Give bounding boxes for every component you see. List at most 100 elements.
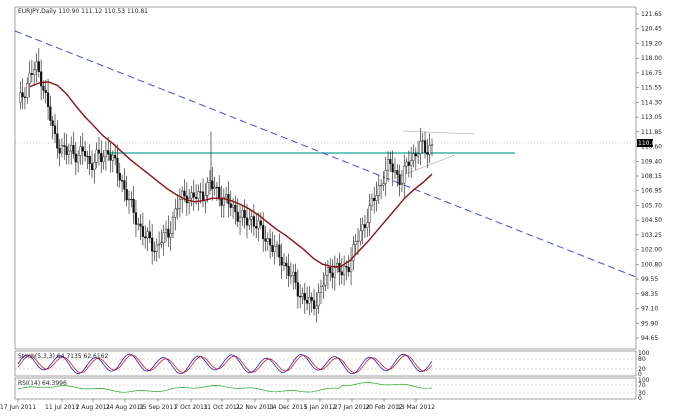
y-tick-label: 108.15 [641, 173, 662, 180]
candle-body [192, 192, 195, 198]
y-tick-label: 116.75 [641, 70, 662, 77]
candle-body [384, 169, 387, 184]
y-tick-label: 103.25 [641, 232, 662, 239]
x-tick-label: 13 Mar 2012 [397, 404, 435, 411]
candle-body [33, 69, 36, 75]
candle-body [229, 203, 232, 208]
x-tick-label: 17 Jun 2011 [0, 404, 36, 411]
candle-body [215, 186, 219, 189]
candle-body [28, 73, 31, 84]
candle-body [292, 271, 295, 276]
x-tick-label: 2 Aug 2011 [76, 404, 111, 411]
rsi-tick-70: 70 [638, 382, 646, 389]
candle-body [386, 159, 390, 171]
candle-body [266, 238, 269, 242]
candle-body [275, 244, 279, 247]
candle-body [306, 299, 309, 304]
candle-body [171, 217, 175, 234]
candle-body [197, 191, 200, 199]
candle-body [349, 260, 353, 273]
candle-body [174, 208, 177, 218]
candle-body [382, 183, 385, 186]
candle-body [123, 180, 126, 190]
y-tick-label: 115.55 [641, 85, 662, 92]
candle-body [319, 286, 323, 293]
candle-body [245, 217, 249, 226]
chart-title: EURJPY,Daily 110.90 111.12 110.53 110.81 [18, 8, 148, 15]
candle-body [403, 165, 406, 184]
candle-body [194, 197, 198, 199]
candle-body [391, 163, 394, 173]
candle-body [190, 192, 193, 199]
candle-body [345, 265, 348, 268]
candle-body [299, 296, 302, 298]
x-tick-label: 15 Sep 2011 [139, 404, 177, 411]
stoch-tick-80: 80 [638, 356, 646, 363]
candle-body [375, 195, 378, 201]
candle-body [417, 153, 420, 157]
stoch-main-line [17, 353, 433, 375]
candle-body [81, 146, 84, 152]
candle-body [58, 148, 61, 154]
candle-body [250, 216, 253, 220]
y-tick-label: 99.55 [641, 276, 658, 283]
stoch-signal-line [17, 354, 433, 374]
candle-body [93, 162, 96, 171]
y-tick-label: 98.35 [641, 291, 658, 298]
candle-body [53, 125, 57, 134]
candle-body [218, 187, 221, 200]
candle-body [102, 156, 105, 163]
candle-body [42, 85, 45, 91]
candle-body [23, 96, 27, 98]
candle-body [56, 133, 59, 149]
candle-body [206, 182, 209, 196]
candle-body [155, 244, 158, 252]
candle-body [127, 198, 131, 201]
candle-body [336, 263, 339, 268]
candle-body [280, 257, 283, 266]
candle-body [257, 220, 260, 229]
candle-body [322, 284, 325, 287]
candle-body [428, 145, 431, 155]
candle-body [338, 263, 341, 273]
candle-body [151, 237, 154, 252]
candle-body [181, 190, 184, 200]
candle-body [199, 191, 202, 193]
candle-body [398, 174, 401, 185]
candle-body [366, 222, 369, 228]
candle-body [204, 195, 207, 200]
candle-body [248, 219, 251, 226]
candle-body [356, 240, 360, 242]
candle-body [370, 197, 373, 206]
candle-body [183, 190, 186, 197]
candle-body [44, 90, 47, 93]
y-tick-label: 97.10 [641, 306, 658, 313]
candle-body [144, 236, 147, 239]
candle-body [139, 223, 142, 227]
rsi-panel-frame [14, 377, 637, 400]
candle-body [326, 267, 330, 276]
candle-body [303, 293, 306, 301]
candle-body [419, 140, 422, 154]
descending-trendline [14, 30, 637, 278]
candle-body [107, 150, 110, 155]
candle-body [111, 154, 114, 161]
rsi-tick-30: 30 [638, 390, 646, 397]
candle-body [236, 211, 239, 222]
candle-body [104, 150, 107, 158]
candle-body [310, 297, 313, 301]
candle-body [37, 61, 40, 72]
y-tick-label: 104.50 [641, 217, 662, 224]
candle-body [118, 172, 121, 181]
candle-body [132, 199, 135, 213]
candle-body [373, 197, 376, 201]
candle-body [201, 191, 205, 200]
candle-body [88, 156, 91, 164]
candle-body [169, 233, 172, 238]
candle-body [278, 244, 281, 258]
candle-body [363, 224, 367, 228]
candle-body [26, 83, 29, 98]
candle-body [241, 210, 244, 218]
